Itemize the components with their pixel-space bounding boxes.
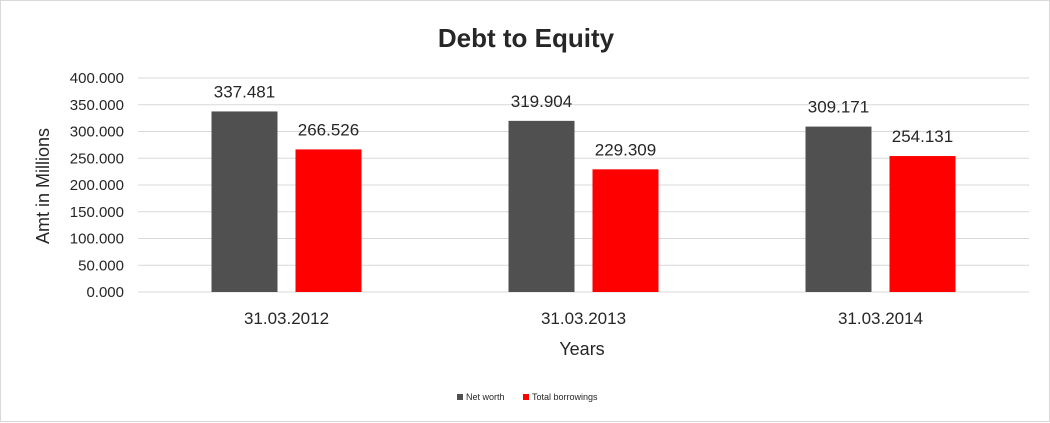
bar-net-worth — [211, 111, 278, 292]
data-label: 319.904 — [511, 92, 572, 111]
y-axis-label: Amt in Millions — [33, 128, 53, 244]
y-tick-label: 100.000 — [70, 231, 124, 248]
bar-total-borrowings — [295, 149, 362, 292]
y-tick-label: 250.000 — [70, 150, 124, 167]
legend-label: Net worth — [466, 392, 505, 402]
gridlines — [138, 77, 1029, 293]
legend-label: Total borrowings — [532, 392, 598, 402]
y-axis-ticks: 0.000 50.000 100.000 150.000 200.000 250.000 3… — [70, 70, 124, 301]
x-tick-label: 31.03.2014 — [838, 309, 923, 328]
y-tick-label: 150.000 — [70, 204, 124, 221]
data-label: 254.131 — [892, 127, 953, 146]
bars — [211, 111, 956, 293]
y-tick-label: 0.000 — [86, 284, 124, 301]
legend: Net worth Total borrowings — [457, 392, 598, 402]
bar-total-borrowings — [889, 156, 956, 292]
y-tick-label: 200.000 — [70, 177, 124, 194]
x-axis-ticks: 31.03.2012 31.03.2013 31.03.2014 — [244, 309, 923, 328]
data-label: 229.309 — [595, 140, 656, 159]
data-label: 309.171 — [808, 98, 869, 117]
data-labels: 337.481 266.526 319.904 229.309 309.171 254.1… — [214, 82, 953, 159]
bar-net-worth — [508, 120, 575, 293]
bar-total-borrowings — [592, 169, 659, 292]
legend-swatch — [523, 394, 529, 400]
y-tick-label: 50.000 — [78, 257, 124, 274]
y-tick-label: 350.000 — [70, 97, 124, 114]
x-tick-label: 31.03.2012 — [244, 309, 329, 328]
y-tick-label: 300.000 — [70, 124, 124, 141]
data-label: 337.481 — [214, 82, 275, 101]
x-axis-label: Years — [559, 339, 604, 359]
data-label: 266.526 — [298, 120, 359, 139]
chart-title: Debt to Equity — [438, 23, 615, 53]
legend-swatch — [457, 394, 463, 400]
y-tick-label: 400.000 — [70, 70, 124, 87]
bar-net-worth — [805, 126, 872, 293]
x-tick-label: 31.03.2013 — [541, 309, 626, 328]
